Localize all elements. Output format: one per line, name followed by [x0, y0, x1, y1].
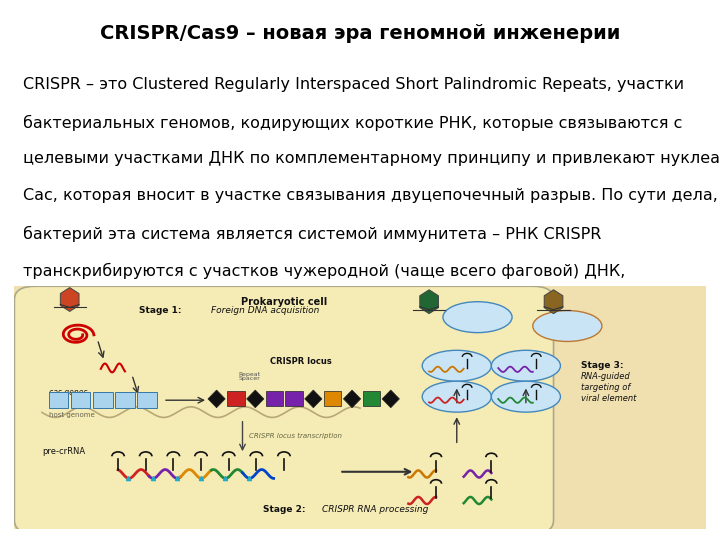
Text: целевыми участками ДНК по комплементарному принципу и привлекают нуклеазу: целевыми участками ДНК по комплементарно…: [23, 151, 720, 166]
Text: бактерий эта система является системой иммунитета – РНК CRISPR: бактерий эта система является системой и…: [23, 225, 601, 241]
Text: CRISPR locus transcription: CRISPR locus transcription: [249, 434, 343, 440]
Bar: [363, 392, 380, 407]
Ellipse shape: [491, 381, 560, 412]
Ellipse shape: [443, 302, 512, 333]
Text: Spacer: Spacer: [238, 376, 261, 381]
Polygon shape: [60, 288, 79, 312]
Text: CRISPR/Cas9 – новая эра геномной инженерии: CRISPR/Cas9 – новая эра геномной инженер…: [100, 24, 620, 43]
Polygon shape: [544, 290, 563, 314]
Bar: [93, 392, 112, 408]
Text: Prokaryotic cell: Prokaryotic cell: [241, 298, 327, 307]
Polygon shape: [343, 390, 361, 408]
Ellipse shape: [422, 350, 491, 381]
Bar: [49, 392, 68, 408]
Text: Foreign DNA acquisition: Foreign DNA acquisition: [212, 306, 320, 315]
Bar: [115, 392, 135, 408]
Text: Сас, которая вносит в участке связывания двуцепочечный разрыв. По сути дела, у: Сас, которая вносит в участке связывания…: [23, 188, 720, 204]
Text: CRISPR locus: CRISPR locus: [270, 357, 332, 366]
Bar: [228, 392, 245, 407]
Polygon shape: [247, 390, 264, 408]
Text: cas genes: cas genes: [49, 388, 87, 397]
Bar: [285, 392, 302, 407]
Text: CRISPR – это Clustered Regularly Interspaced Short Palindromic Repeats, участки: CRISPR – это Clustered Regularly Intersp…: [23, 77, 684, 92]
Polygon shape: [382, 390, 400, 408]
Text: Stage 2:: Stage 2:: [264, 505, 306, 514]
Text: RNA-guided: RNA-guided: [581, 373, 631, 381]
Bar: [138, 392, 157, 408]
Bar: [71, 392, 91, 408]
Bar: [266, 392, 283, 407]
Text: Repeat: Repeat: [238, 372, 261, 377]
Polygon shape: [305, 390, 322, 408]
FancyBboxPatch shape: [7, 282, 713, 534]
Text: транскрибируются с участков чужеродной (чаще всего фаговой) ДНК,: транскрибируются с участков чужеродной (…: [23, 262, 625, 279]
Ellipse shape: [422, 381, 491, 412]
FancyBboxPatch shape: [14, 286, 554, 534]
Text: targeting of: targeting of: [581, 383, 631, 393]
Text: CRISPR RNA processing: CRISPR RNA processing: [322, 505, 428, 514]
Bar: [324, 392, 341, 407]
Ellipse shape: [533, 310, 602, 341]
Polygon shape: [420, 290, 438, 314]
Text: бактериальных геномов, кодирующих короткие РНК, которые связываются с: бактериальных геномов, кодирующих коротк…: [23, 114, 682, 131]
Text: viral element: viral element: [581, 395, 636, 403]
Text: Stage 1:: Stage 1:: [139, 306, 181, 315]
Text: pre-crRNA: pre-crRNA: [42, 448, 85, 456]
Text: host genome: host genome: [49, 412, 95, 418]
Ellipse shape: [491, 350, 560, 381]
Text: встроившихся в бактериальный геном.: встроившихся в бактериальный геном.: [23, 299, 357, 315]
Polygon shape: [208, 390, 225, 408]
Text: Stage 3:: Stage 3:: [581, 361, 624, 370]
